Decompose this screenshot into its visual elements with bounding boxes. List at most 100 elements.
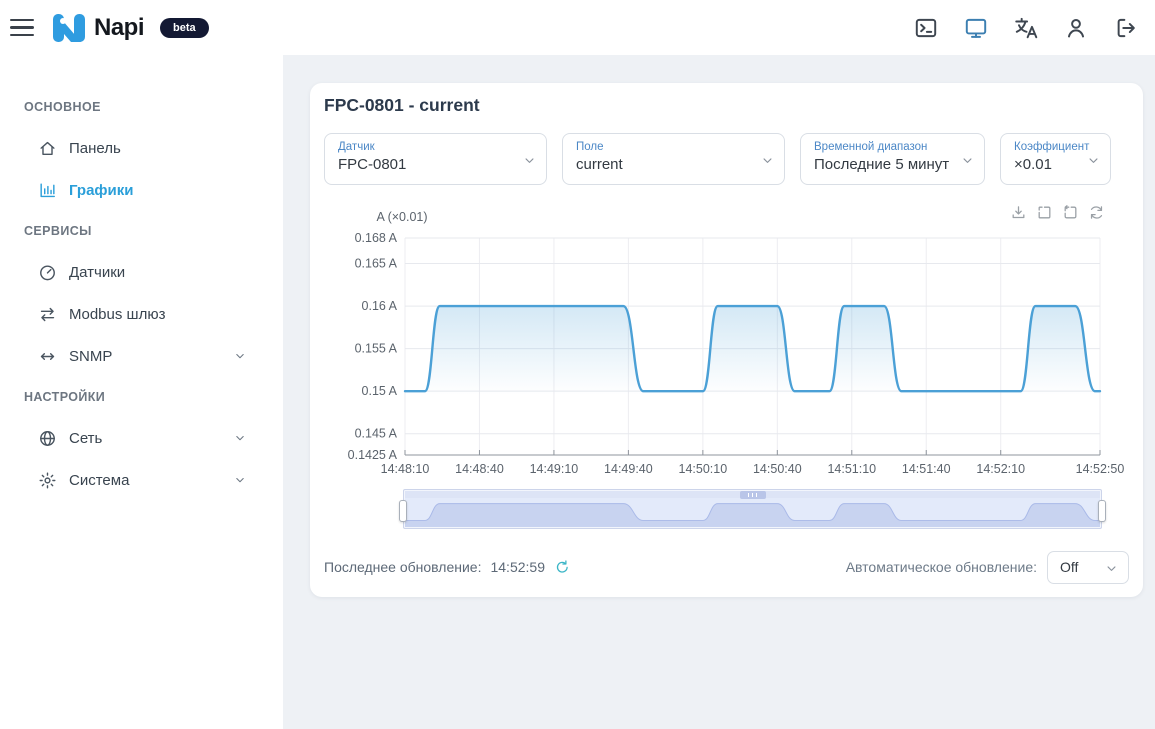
- menu-toggle-button[interactable]: [10, 18, 34, 37]
- filter-value: ×0.01: [1014, 156, 1052, 173]
- sidebar-item-label: SNMP: [69, 347, 113, 365]
- sidebar-item-sensors[interactable]: Датчики: [0, 251, 283, 293]
- globe-icon: [38, 429, 57, 448]
- svg-text:0.16 A: 0.16 A: [362, 299, 398, 313]
- filter-label: Датчик: [338, 141, 375, 153]
- svg-text:14:52:10: 14:52:10: [976, 462, 1025, 476]
- datazoom-mini-chart: [405, 503, 1100, 527]
- svg-text:14:50:40: 14:50:40: [753, 462, 802, 476]
- svg-text:14:48:10: 14:48:10: [381, 462, 430, 476]
- sidebar-item-system[interactable]: Система: [0, 459, 283, 501]
- svg-text:0.155 A: 0.155 A: [355, 342, 398, 356]
- svg-text:14:49:10: 14:49:10: [530, 462, 579, 476]
- sidebar: ОСНОВНОЕ Панель Графики СЕРВИСЫ Датчики Modbu…: [0, 55, 283, 729]
- svg-text:0.165 A: 0.165 A: [355, 257, 398, 271]
- sidebar-section-title: НАСТРОЙКИ: [24, 390, 106, 404]
- chevron-down-icon: [1086, 153, 1101, 168]
- svg-text:14:51:10: 14:51:10: [827, 462, 876, 476]
- filter-value: current: [576, 156, 623, 173]
- chevron-down-icon: [522, 153, 537, 168]
- svg-text:14:51:40: 14:51:40: [902, 462, 951, 476]
- sidebar-section-title: ОСНОВНОЕ: [24, 100, 101, 114]
- sidebar-item-charts[interactable]: Графики: [0, 169, 283, 211]
- filter-coefficient-select[interactable]: Коэффициент ×0.01: [1000, 133, 1111, 185]
- svg-text:0.1425 A: 0.1425 A: [348, 448, 398, 462]
- chart-area: A (×0.01) 0.1425 A 0.145 A 0.15 A 0.155 A 0.1…: [324, 204, 1125, 489]
- sidebar-section-title: СЕРВИСЫ: [24, 224, 92, 238]
- sidebar-item-label: Панель: [69, 139, 121, 157]
- topbar: Napi beta: [0, 0, 1155, 55]
- beta-badge: beta: [160, 17, 209, 38]
- filter-label: Поле: [576, 141, 604, 153]
- line-chart: A (×0.01) 0.1425 A 0.145 A 0.15 A 0.155 A 0.1…: [348, 210, 1125, 476]
- sidebar-item-label: Modbus шлюз: [69, 305, 166, 323]
- datazoom-grip[interactable]: [739, 491, 766, 499]
- filter-value: Последние 5 минут: [814, 156, 950, 173]
- chart-icon: [38, 181, 57, 200]
- chart-card: FPC-0801 - current Датчик FPC-0801 Поле cur…: [310, 83, 1143, 597]
- filter-field-select[interactable]: Поле current: [562, 133, 785, 185]
- gear-icon: [38, 471, 57, 490]
- chevron-down-icon: [1104, 561, 1119, 576]
- sidebar-item-label: Графики: [69, 181, 134, 199]
- sidebar-item-modbus-gateway[interactable]: Modbus шлюз: [0, 293, 283, 335]
- filter-time-range-select[interactable]: Временной диапазон Последние 5 минут: [800, 133, 985, 185]
- download-icon[interactable]: [1010, 204, 1027, 221]
- last-update-label: Последнее обновление:: [324, 559, 482, 575]
- datazoom-right-handle[interactable]: [1098, 500, 1106, 522]
- main-content: FPC-0801 - current Датчик FPC-0801 Поле cur…: [283, 55, 1155, 729]
- chart-card-footer: Последнее обновление: 14:52:59 Автоматич…: [324, 545, 1129, 589]
- logout-icon[interactable]: [1113, 15, 1139, 41]
- svg-text:A (×0.01): A (×0.01): [376, 210, 427, 224]
- display-icon[interactable]: [963, 15, 989, 41]
- napi-logo-icon: [53, 13, 85, 42]
- datazoom-track[interactable]: [403, 489, 1102, 529]
- sidebar-item-label: Сеть: [69, 429, 103, 447]
- restore-icon[interactable]: [1088, 204, 1105, 221]
- translate-icon[interactable]: [1013, 15, 1039, 41]
- chevron-down-icon: [960, 153, 975, 168]
- datazoom-slider[interactable]: [399, 489, 1106, 529]
- filter-sensor-select[interactable]: Датчик FPC-0801: [324, 133, 547, 185]
- chart-title: FPC-0801 - current: [324, 95, 480, 115]
- svg-text:14:52:50: 14:52:50: [1076, 462, 1125, 476]
- sidebar-item-snmp[interactable]: SNMP: [0, 335, 283, 377]
- filter-value: FPC-0801: [338, 156, 407, 173]
- manual-refresh-button[interactable]: [554, 559, 571, 576]
- sidebar-item-label: Датчики: [69, 263, 126, 281]
- auto-refresh-value: Off: [1060, 559, 1079, 575]
- filter-label: Коэффициент: [1014, 141, 1090, 153]
- swap-icon: [38, 305, 57, 324]
- filter-row: Датчик FPC-0801 Поле current Временной диапа…: [324, 133, 1111, 185]
- filter-label: Временной диапазон: [814, 141, 928, 153]
- auto-update-label: Автоматическое обновление:: [845, 559, 1037, 575]
- chevron-down-icon: [760, 153, 775, 168]
- zoom-reset-icon[interactable]: [1062, 204, 1079, 221]
- chart-toolbar: [1010, 204, 1105, 221]
- app-logo: Napi: [52, 13, 145, 43]
- datazoom-selected-region[interactable]: [405, 498, 1100, 527]
- last-update-time: 14:52:59: [490, 559, 545, 575]
- auto-refresh-select[interactable]: Off: [1047, 550, 1129, 584]
- svg-text:14:48:40: 14:48:40: [455, 462, 504, 476]
- chevron-down-icon: [233, 349, 247, 363]
- home-icon: [38, 139, 57, 158]
- arrows-h-icon: [38, 347, 57, 366]
- svg-text:0.168 A: 0.168 A: [355, 231, 398, 245]
- sidebar-item-label: Система: [69, 471, 130, 489]
- sidebar-item-dashboard[interactable]: Панель: [0, 127, 283, 169]
- svg-text:0.145 A: 0.145 A: [355, 427, 398, 441]
- sidebar-item-network[interactable]: Сеть: [0, 417, 283, 459]
- svg-text:0.15 A: 0.15 A: [362, 384, 398, 398]
- user-icon[interactable]: [1063, 15, 1089, 41]
- brand-name: Napi: [94, 13, 145, 41]
- zoom-select-icon[interactable]: [1036, 204, 1053, 221]
- svg-text:14:50:10: 14:50:10: [679, 462, 728, 476]
- chevron-down-icon: [233, 431, 247, 445]
- terminal-icon[interactable]: [913, 15, 939, 41]
- svg-text:14:49:40: 14:49:40: [604, 462, 653, 476]
- gauge-icon: [38, 263, 57, 282]
- topbar-actions: [913, 15, 1139, 41]
- chevron-down-icon: [233, 473, 247, 487]
- datazoom-left-handle[interactable]: [399, 500, 407, 522]
